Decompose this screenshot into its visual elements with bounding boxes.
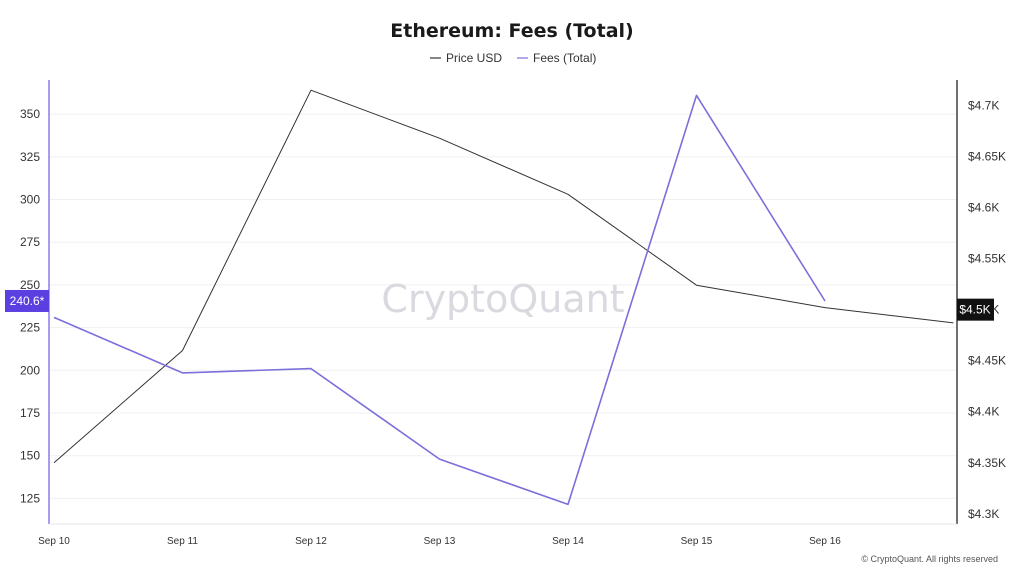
x-tick-label: Sep 11 xyxy=(167,536,198,547)
right-tick-label: $4.35K xyxy=(968,456,1006,470)
left-axis-ticks: 125 150 175 200 225 250 275 300 325 350 xyxy=(20,107,40,505)
right-tick-label: $4.45K xyxy=(968,354,1006,368)
right-tick-label: $4.65K xyxy=(968,150,1006,164)
value-tags: 240.6* $4.5K xyxy=(5,289,994,321)
current-fees-tag-label: 240.6* xyxy=(10,294,45,308)
right-tick-label: $4.3K xyxy=(968,507,999,521)
left-tick-label: 350 xyxy=(20,107,40,121)
series-lines xyxy=(53,89,954,506)
left-tick-label: 200 xyxy=(20,363,40,377)
x-tick-label: Sep 15 xyxy=(681,536,713,547)
legend-label: Price USD xyxy=(446,51,502,65)
fees-total-line xyxy=(53,94,826,506)
legend: Price USD Fees (Total) xyxy=(430,51,596,65)
left-tick-label: 325 xyxy=(20,150,40,164)
price-usd-line xyxy=(53,89,954,464)
x-axis-ticks: Sep 10 Sep 11 Sep 12 Sep 13 Sep 14 Sep 15 Sep … xyxy=(38,536,841,547)
current-price-tag xyxy=(957,298,994,321)
x-tick-label: Sep 14 xyxy=(552,536,584,547)
left-tick-label: 175 xyxy=(20,406,40,420)
left-tick-label: 150 xyxy=(20,449,40,463)
watermark: CryptoQuant xyxy=(381,277,624,321)
right-tick-label: $4.4K xyxy=(968,405,999,419)
copyright: © CryptoQuant. All rights reserved xyxy=(861,554,998,564)
legend-label: Fees (Total) xyxy=(533,51,596,65)
x-tick-label: Sep 12 xyxy=(295,536,327,547)
right-tick-label: $4.7K xyxy=(968,99,999,113)
x-tick-label: Sep 10 xyxy=(38,536,70,547)
left-tick-label: 125 xyxy=(20,491,40,505)
current-fees-tag xyxy=(5,289,49,312)
chart-title: Ethereum: Fees (Total) xyxy=(390,20,633,42)
x-tick-label: Sep 13 xyxy=(424,536,456,547)
right-tick-label: $4.6K xyxy=(968,201,999,215)
right-tick-label: $4.55K xyxy=(968,252,1006,266)
current-price-tag-label: $4.5K xyxy=(959,303,990,317)
x-tick-label: Sep 16 xyxy=(809,536,841,547)
left-tick-label: 250 xyxy=(20,278,40,292)
left-tick-label: 225 xyxy=(20,321,40,335)
left-tick-label: 275 xyxy=(20,235,40,249)
grid xyxy=(49,113,957,499)
left-tick-label: 300 xyxy=(20,193,40,207)
